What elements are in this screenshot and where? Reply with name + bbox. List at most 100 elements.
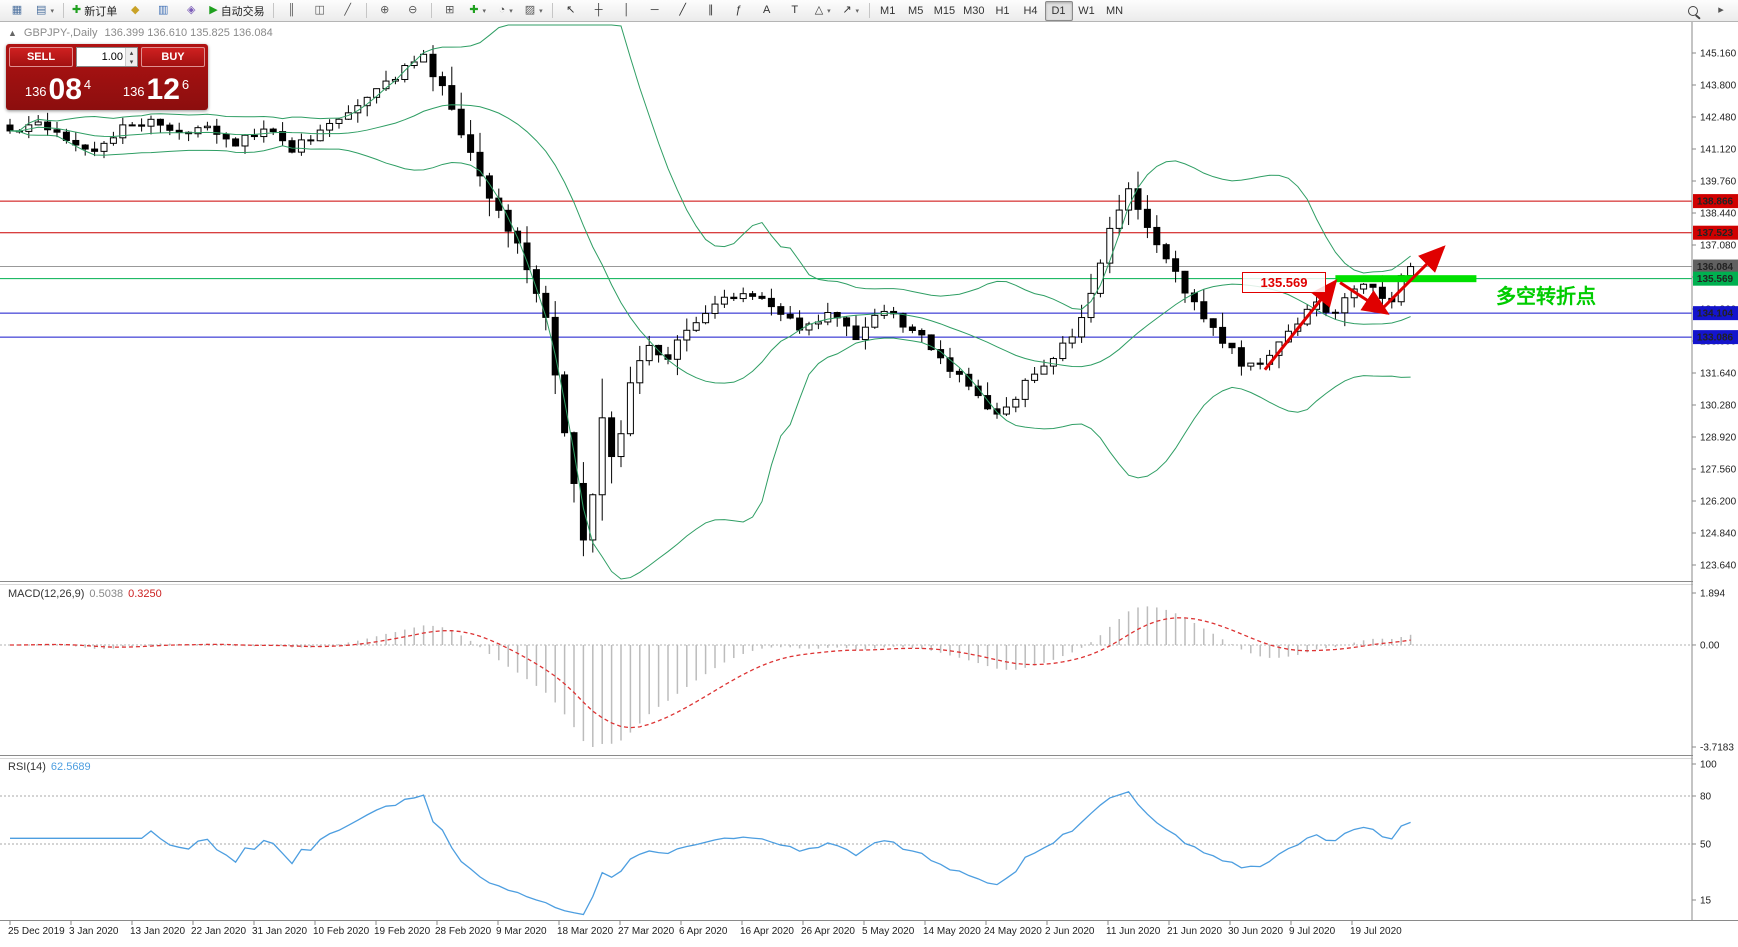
zoom-out-icon: ⊖	[408, 4, 418, 16]
svg-text:126.200: 126.200	[1700, 497, 1737, 508]
templates-icon: ▨	[524, 4, 536, 16]
svg-text:134.104: 134.104	[1697, 309, 1734, 320]
line-chart-button[interactable]: ╱	[334, 1, 362, 21]
text-label-icon: T	[791, 4, 799, 16]
quick-nav-button[interactable]: ▸	[1707, 1, 1735, 21]
trend-arrows[interactable]	[1263, 245, 1446, 371]
arrow-objects-button[interactable]: ↗ ▾	[837, 1, 865, 21]
price-scale[interactable]: 145.160 143.800 142.480 141.120 139.760 138.4…	[1691, 22, 1738, 920]
volume-input[interactable]	[77, 48, 125, 66]
trendline-icon: ╱	[679, 4, 686, 16]
periods-icon: ◔	[498, 4, 506, 16]
timeframe-d1-button[interactable]: D1	[1044, 0, 1073, 21]
timeframe-w1-button[interactable]: W1	[1078, 4, 1095, 17]
toolbar-separator	[430, 3, 432, 18]
svg-text:141.120: 141.120	[1700, 145, 1737, 156]
bar-chart-button[interactable]: ║	[278, 1, 306, 21]
metaeditor-icon: ◆	[130, 4, 140, 16]
toolbar-separator	[551, 3, 553, 18]
timeframe-m15-button[interactable]: M15	[933, 4, 956, 17]
caret-down-icon: ▾	[539, 7, 543, 15]
toolbar-group-line-studies: ↖ ┼ │ ─ ╱ ∥ ƒ A T △ ▾ ↗ ▾	[557, 1, 865, 21]
text-label-button[interactable]: T	[781, 1, 809, 21]
svg-text:19 Feb 2020: 19 Feb 2020	[374, 926, 431, 937]
zoom-out-button[interactable]: ⊖	[399, 1, 427, 21]
svg-text:127.560: 127.560	[1700, 465, 1737, 476]
turning-point-annotation[interactable]: 多空转折点	[1496, 286, 1596, 308]
crosshair-icon: ┼	[594, 4, 603, 16]
support-resistance-bar[interactable]	[1335, 275, 1477, 283]
svg-text:131.640: 131.640	[1700, 369, 1737, 380]
svg-text:123.640: 123.640	[1700, 561, 1737, 572]
new-order-label: 新订单	[84, 5, 118, 18]
templates-button[interactable]: ▨ ▾	[520, 1, 548, 21]
buy-price-display[interactable]: 136 12 6	[107, 69, 205, 107]
cursor-button[interactable]: ↖	[557, 1, 585, 21]
buy-price-pips: 12	[146, 73, 180, 106]
shapes-button[interactable]: △ ▾	[809, 1, 837, 21]
price-annotation-box[interactable]: 135.569	[1242, 272, 1326, 293]
buy-price-point: 6	[181, 77, 190, 92]
svg-text:138.440: 138.440	[1700, 209, 1737, 220]
svg-text:138.866: 138.866	[1697, 197, 1734, 208]
sell-button[interactable]: SELL	[9, 47, 73, 67]
equidistant-channel-button[interactable]: ∥	[697, 1, 725, 21]
periods-button[interactable]: ◔ ▾	[492, 1, 520, 21]
profiles-button[interactable]: ▤ ▾	[31, 1, 59, 21]
panel-separators[interactable]	[0, 581, 1738, 921]
svg-text:137.080: 137.080	[1700, 241, 1737, 252]
svg-text:28 Feb 2020: 28 Feb 2020	[435, 926, 492, 937]
crosshair-button[interactable]: ┼	[585, 1, 613, 21]
collapse-trade-panel-icon[interactable]: ▲	[8, 28, 17, 38]
market-watch-button[interactable]: ▥	[149, 1, 177, 21]
svg-text:135.569: 135.569	[1697, 274, 1734, 285]
timeframe-h1-button[interactable]: H1	[995, 4, 1010, 17]
new-order-button[interactable]: ✚ 新订单	[68, 1, 121, 21]
trendline-button[interactable]: ╱	[669, 1, 697, 21]
new-chart-icon: ▦	[11, 4, 23, 16]
bar-chart-icon: ║	[287, 4, 296, 16]
rsi-name: RSI(14)	[8, 761, 46, 773]
volume-down-icon[interactable]: ▾	[126, 57, 137, 66]
text-button[interactable]: A	[753, 1, 781, 21]
indicators-button[interactable]: ✚ ▾	[464, 1, 492, 21]
svg-text:0.00: 0.00	[1700, 640, 1720, 651]
navigator-button[interactable]: ◈	[177, 1, 205, 21]
timeframe-m5-button[interactable]: M5	[908, 4, 924, 17]
timeframe-m1-button[interactable]: M1	[880, 4, 896, 17]
svg-text:137.523: 137.523	[1697, 228, 1734, 239]
fibonacci-button[interactable]: ƒ	[725, 1, 753, 21]
timeframe-m30-button[interactable]: M30	[963, 4, 985, 17]
svg-text:136.084: 136.084	[1697, 262, 1734, 273]
svg-text:145.160: 145.160	[1700, 49, 1737, 60]
search-button[interactable]	[1679, 1, 1707, 21]
new-chart-button[interactable]: ▦	[3, 1, 31, 21]
horizontal-line-button[interactable]: ─	[641, 1, 669, 21]
caret-down-icon: ▾	[50, 7, 54, 15]
candle-chart-button[interactable]: ◫	[306, 1, 334, 21]
svg-text:143.800: 143.800	[1700, 81, 1737, 92]
macd-signal-value: 0.3250	[128, 588, 162, 600]
metaeditor-button[interactable]: ◆	[121, 1, 149, 21]
timeframe-mn-button[interactable]: MN	[1105, 4, 1124, 17]
chart-symbol-period: GBPJPY-,Daily	[23, 27, 98, 39]
horizontal-lines[interactable]	[0, 200, 1692, 338]
autotrade-button[interactable]: ▶ 自动交易	[205, 1, 268, 21]
zoom-in-button[interactable]: ⊕	[371, 1, 399, 21]
tile-windows-button[interactable]: ⊞	[436, 1, 464, 21]
sell-price-pips: 08	[48, 73, 82, 106]
arrow-objects-icon: ↗	[842, 4, 852, 16]
vertical-line-button[interactable]: │	[613, 1, 641, 21]
timeframe-h4-button[interactable]: H4	[1023, 4, 1038, 17]
time-axis[interactable]: 25 Dec 2019 3 Jan 2020 13 Jan 2020 22 Jan 2…	[8, 920, 1402, 937]
sell-price-display[interactable]: 136 08 4	[9, 69, 107, 107]
svg-text:16 Apr 2020: 16 Apr 2020	[740, 926, 794, 937]
toolbar-group-zoom: ⊕ ⊖	[371, 1, 427, 21]
volume-up-icon[interactable]: ▴	[126, 48, 137, 57]
buy-button[interactable]: BUY	[141, 47, 205, 67]
chart-ohlc-values: 136.399 136.610 135.825 136.084	[104, 27, 273, 39]
svg-text:80: 80	[1700, 792, 1712, 803]
indicators-icon: ✚	[469, 4, 479, 16]
toolbar: ▦ ▤ ▾ ✚ 新订单 ◆ ▥ ◈ ▶ 自动交易 ║ ◫ ╱ ⊕ ⊖ ⊞ ✚ ▾ ◔ ▾ ▨ ▾ ↖ ┼ │ ─ ╱ ∥ ƒ A T △ ▾ ↗ ▾…	[0, 0, 1738, 22]
